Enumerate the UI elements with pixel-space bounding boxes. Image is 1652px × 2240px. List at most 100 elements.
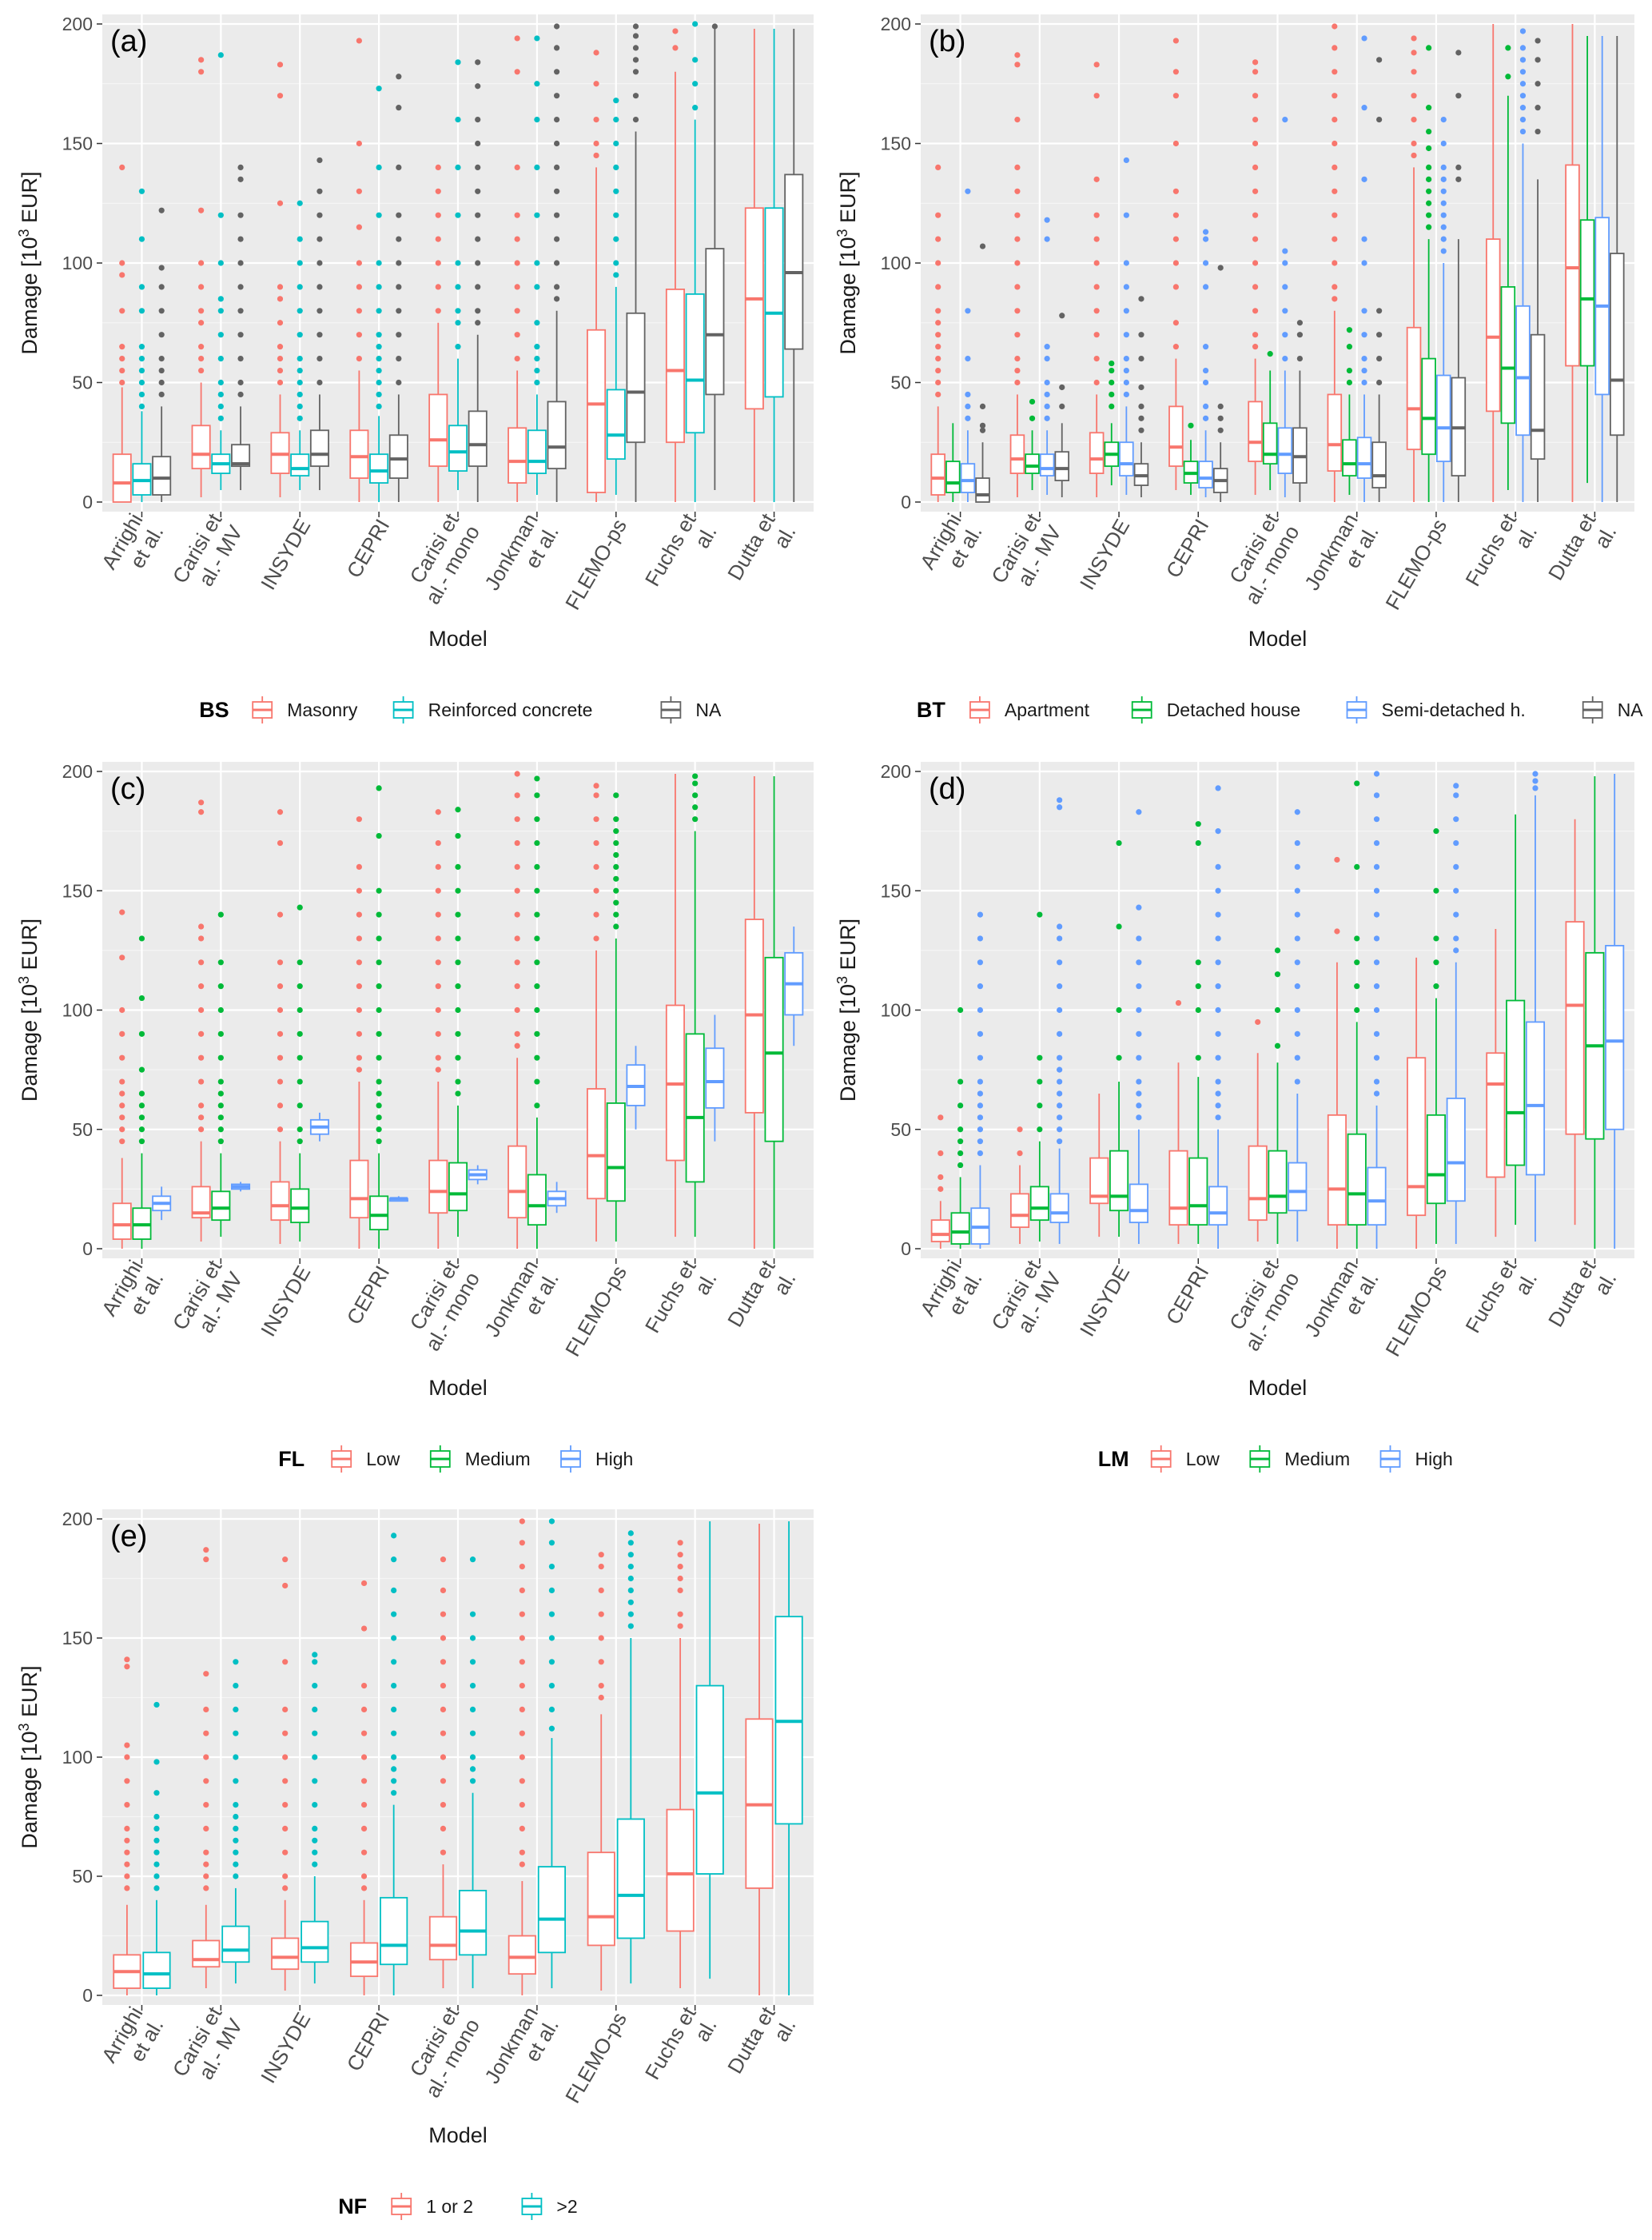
legend-key — [252, 696, 273, 723]
outlier-point — [312, 1683, 318, 1689]
box-iqr — [152, 456, 172, 496]
outlier-point — [203, 1730, 209, 1736]
box-iqr — [587, 1851, 615, 1947]
outlier-point — [124, 1656, 130, 1663]
outlier-point — [455, 117, 461, 123]
box-iqr — [1208, 1186, 1228, 1226]
outlier-point — [1426, 128, 1432, 135]
outlier-point — [519, 1754, 525, 1760]
outlier-point — [593, 839, 599, 847]
outlier-point — [613, 816, 619, 823]
box-iqr — [448, 424, 468, 472]
outlier-point — [237, 332, 244, 338]
outlier-point — [356, 1054, 362, 1061]
outlier-point — [391, 1790, 397, 1796]
outlier-point — [1123, 157, 1129, 164]
x-tick-label: Arrighiet al. — [97, 509, 169, 585]
outlier-point — [1093, 260, 1100, 266]
series-na — [152, 23, 804, 502]
outlier-point — [119, 1030, 125, 1037]
outlier-point — [1296, 332, 1304, 338]
outlier-point — [554, 140, 560, 147]
outlier-point — [937, 1150, 944, 1157]
outlier-point — [598, 1694, 604, 1701]
outlier-point — [593, 792, 599, 799]
outlier-point — [514, 792, 520, 799]
box-iqr — [508, 427, 527, 484]
outlier-point — [124, 1861, 130, 1867]
x-tick-label-line: FLEMO-ps — [560, 515, 631, 614]
outlier-point — [297, 1030, 303, 1037]
outlier-point — [455, 887, 461, 894]
legend: BT Apartment Detached house Semi-detached h… — [917, 696, 1643, 723]
outlier-point — [1373, 839, 1380, 847]
outlier-point — [1440, 188, 1447, 194]
outlier-point — [1282, 308, 1288, 314]
outlier-point — [282, 1873, 289, 1879]
outlier-point — [360, 1778, 368, 1784]
box-iqr — [744, 207, 764, 410]
outlier-point — [198, 308, 205, 314]
box-9 — [764, 775, 784, 1249]
outlier-point — [158, 367, 165, 374]
box-8 — [1485, 24, 1501, 502]
box-8 — [1530, 38, 1546, 502]
box-iqr — [1446, 1098, 1466, 1202]
outlier-point — [1044, 236, 1050, 242]
outlier-point — [1252, 117, 1259, 123]
outlier-point — [356, 959, 362, 966]
outlier-point — [534, 1030, 540, 1037]
legend-label: Detached house — [1167, 700, 1301, 720]
outlier-point — [1093, 308, 1100, 314]
outlier-point — [277, 344, 284, 350]
outlier-point — [1195, 1054, 1201, 1061]
outlier-point — [1014, 367, 1021, 374]
outlier-point — [455, 344, 461, 350]
legend-key — [331, 1445, 352, 1473]
box-4 — [1168, 999, 1188, 1245]
y-axis-label-end: EUR] — [836, 919, 860, 976]
outlier-point — [519, 1659, 525, 1665]
box-2 — [231, 164, 251, 491]
x-tick-label: Carisi etal.- mono — [400, 2002, 485, 2102]
outlier-point — [435, 809, 441, 815]
outlier-point — [1123, 379, 1129, 386]
outlier-point — [514, 164, 520, 170]
outlier-point — [312, 1861, 318, 1867]
box-iqr — [508, 1145, 527, 1219]
outlier-point — [316, 379, 323, 386]
outlier-point — [153, 1701, 160, 1708]
outlier-point — [548, 1706, 555, 1712]
outlier-point — [1017, 1150, 1023, 1157]
outlier-point — [1057, 923, 1063, 930]
outlier-point — [1440, 236, 1447, 242]
outlier-point — [514, 308, 520, 314]
outlier-point — [435, 1006, 441, 1014]
outlier-point — [1195, 983, 1201, 990]
outlier-point — [1093, 62, 1100, 68]
outlier-point — [627, 1552, 634, 1558]
outlier-point — [391, 1659, 397, 1665]
outlier-point — [627, 1530, 634, 1537]
outlier-point — [1361, 356, 1367, 362]
box-iqr — [1248, 401, 1263, 463]
outlier-point — [455, 1054, 461, 1061]
box-2 — [1039, 217, 1055, 496]
outlier-point — [534, 792, 540, 799]
x-tick-label: Carisi etal.- MV — [986, 508, 1066, 599]
outlier-point — [1044, 217, 1050, 223]
y-tick-label: 0 — [82, 492, 93, 512]
outlier-point — [217, 356, 224, 362]
outlier-point — [1037, 911, 1043, 918]
outlier-point — [957, 1006, 964, 1014]
box-7 — [1426, 828, 1447, 1245]
y-tick-label: 150 — [62, 134, 93, 154]
outlier-point — [1136, 1006, 1142, 1014]
outlier-point — [1376, 332, 1383, 338]
box-iqr — [1268, 1150, 1288, 1214]
outlier-point — [632, 57, 639, 63]
outlier-point — [237, 212, 244, 218]
outlier-point — [1136, 904, 1142, 911]
outlier-point — [613, 236, 619, 242]
outlier-point — [935, 391, 941, 398]
